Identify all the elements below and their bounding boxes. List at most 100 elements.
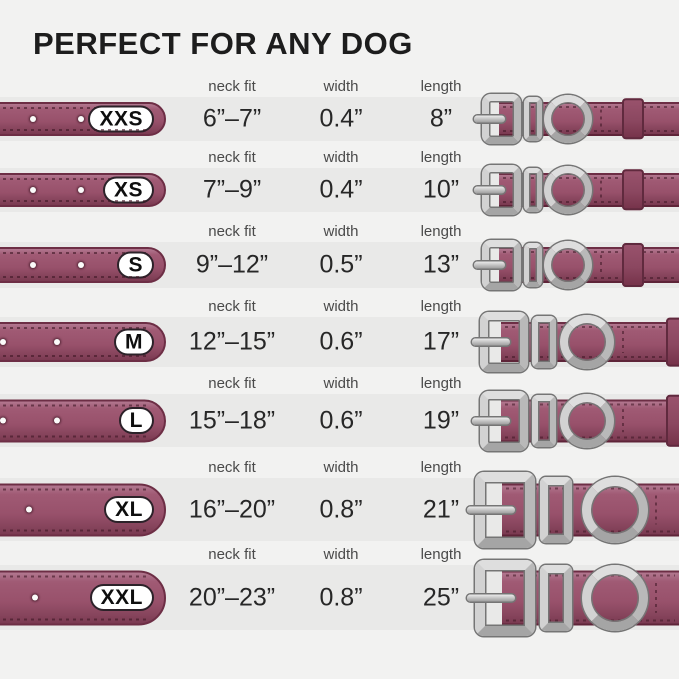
length-value: 17” [422,327,460,356]
d-ring-icon [582,564,648,631]
leather-keeper [666,317,679,367]
metal-keeper-icon [540,476,572,543]
collar-strap-left: M [0,322,166,362]
buckle-prong-icon [467,594,515,601]
row-band: XXS 6”–7” 0.4” 8” [0,94,679,144]
d-ring-icon [560,393,614,448]
width-header: width [323,375,359,392]
buckle-icon [472,390,528,451]
collar-hole-icon [78,262,84,268]
size-row-xl: neck fit width length XL 16”–20” 0.8” 21… [0,454,679,548]
leather-keeper [622,243,644,287]
width-header: width [323,223,359,240]
width-value: 0.5” [319,250,363,279]
buckle-prong-icon [474,261,506,269]
length-value: 19” [422,406,460,434]
leather-keeper [622,169,644,211]
buckle-icon [474,240,521,290]
column-headers: neck fit width length [0,454,679,478]
buckle-prong-icon [472,338,511,346]
row-band: L 15”–18” 0.6” 19” [0,390,679,451]
width-header: width [323,78,359,95]
buckle-prong-icon [472,417,511,424]
d-ring-icon [544,95,592,143]
collar-buckle-end [0,312,679,372]
metal-keeper-icon [532,316,556,368]
neck-fit-header: neck fit [208,459,256,476]
length-header: length [420,375,462,392]
length-header: length [420,78,462,95]
width-value: 0.8” [319,495,363,523]
stitch-mark [655,494,657,525]
size-row-xs: neck fit width length XS 7”–9” 0.4” 10” [0,144,679,215]
neck-fit-value: 16”–20” [188,495,276,523]
leather-keeper [666,394,679,447]
collar-hole-icon [30,262,36,268]
width-header: width [323,546,359,563]
buckle-icon [467,559,535,636]
length-header: length [420,459,462,476]
buckle-icon [474,165,521,215]
collar-strap-left: XS [0,173,166,207]
neck-fit-value: 7”–9” [202,175,262,204]
row-band: XS 7”–9” 0.4” 10” [0,165,679,215]
stitch-mark [600,180,602,200]
collar-buckle-end [0,94,679,144]
length-header: length [420,298,462,315]
metal-keeper-icon [524,243,542,287]
collar-hole-icon [30,116,36,122]
width-header: width [323,459,359,476]
neck-fit-header: neck fit [208,223,256,240]
size-badge: S [117,251,154,279]
collar-strap-left: XL [0,483,166,536]
width-value: 0.4” [319,104,363,133]
buckle-icon [474,94,521,144]
width-value: 0.8” [319,583,363,611]
buckle-icon [467,471,535,548]
d-ring-icon [544,241,592,289]
length-header: length [420,546,462,563]
collar-buckle-end [0,240,679,290]
page-title: PERFECT FOR ANY DOG [33,26,413,61]
width-value: 0.6” [319,406,363,434]
column-headers: neck fit width length [0,370,679,394]
size-row-s: neck fit width length S 9”–12” 0.5” 13” [0,218,679,290]
length-value: 10” [422,175,460,204]
collar-strap-left: L [0,399,166,442]
row-band: M 12”–15” 0.6” 17” [0,312,679,372]
row-band: XL 16”–20” 0.8” 21” [0,471,679,548]
width-header: width [323,149,359,166]
width-header: width [323,298,359,315]
length-header: length [420,223,462,240]
collar-hole-icon [30,187,36,193]
collar-buckle-end [0,165,679,215]
column-headers: neck fit width length [0,218,679,242]
d-ring-icon [560,315,614,369]
collar-hole-icon [26,506,32,513]
column-headers: neck fit width length [0,541,679,565]
width-value: 0.4” [319,175,363,204]
size-badge: M [114,328,154,356]
collar-buckle-end [0,390,679,451]
size-row-m: neck fit width length M 12”–15” 0.6” 17” [0,293,679,372]
collar-buckle-end [0,559,679,636]
size-badge: XL [104,496,154,523]
stitch-mark [600,255,602,275]
metal-keeper-icon [532,394,556,447]
collar-strap-left: S [0,247,166,283]
size-badge: XXL [89,584,154,611]
d-ring-icon [544,166,592,214]
neck-fit-value: 9”–12” [195,250,269,279]
size-badge: XXS [88,105,154,133]
column-headers: neck fit width length [0,144,679,168]
metal-keeper-icon [524,97,542,141]
neck-fit-header: neck fit [208,78,256,95]
neck-fit-value: 6”–7” [202,104,262,133]
collar-hole-icon [0,417,6,424]
collar-hole-icon [78,187,84,193]
collar-hole-icon [54,417,60,424]
collar-hole-icon [78,116,84,122]
collar-hole-icon [0,339,6,345]
collar-hole-icon [32,594,38,601]
